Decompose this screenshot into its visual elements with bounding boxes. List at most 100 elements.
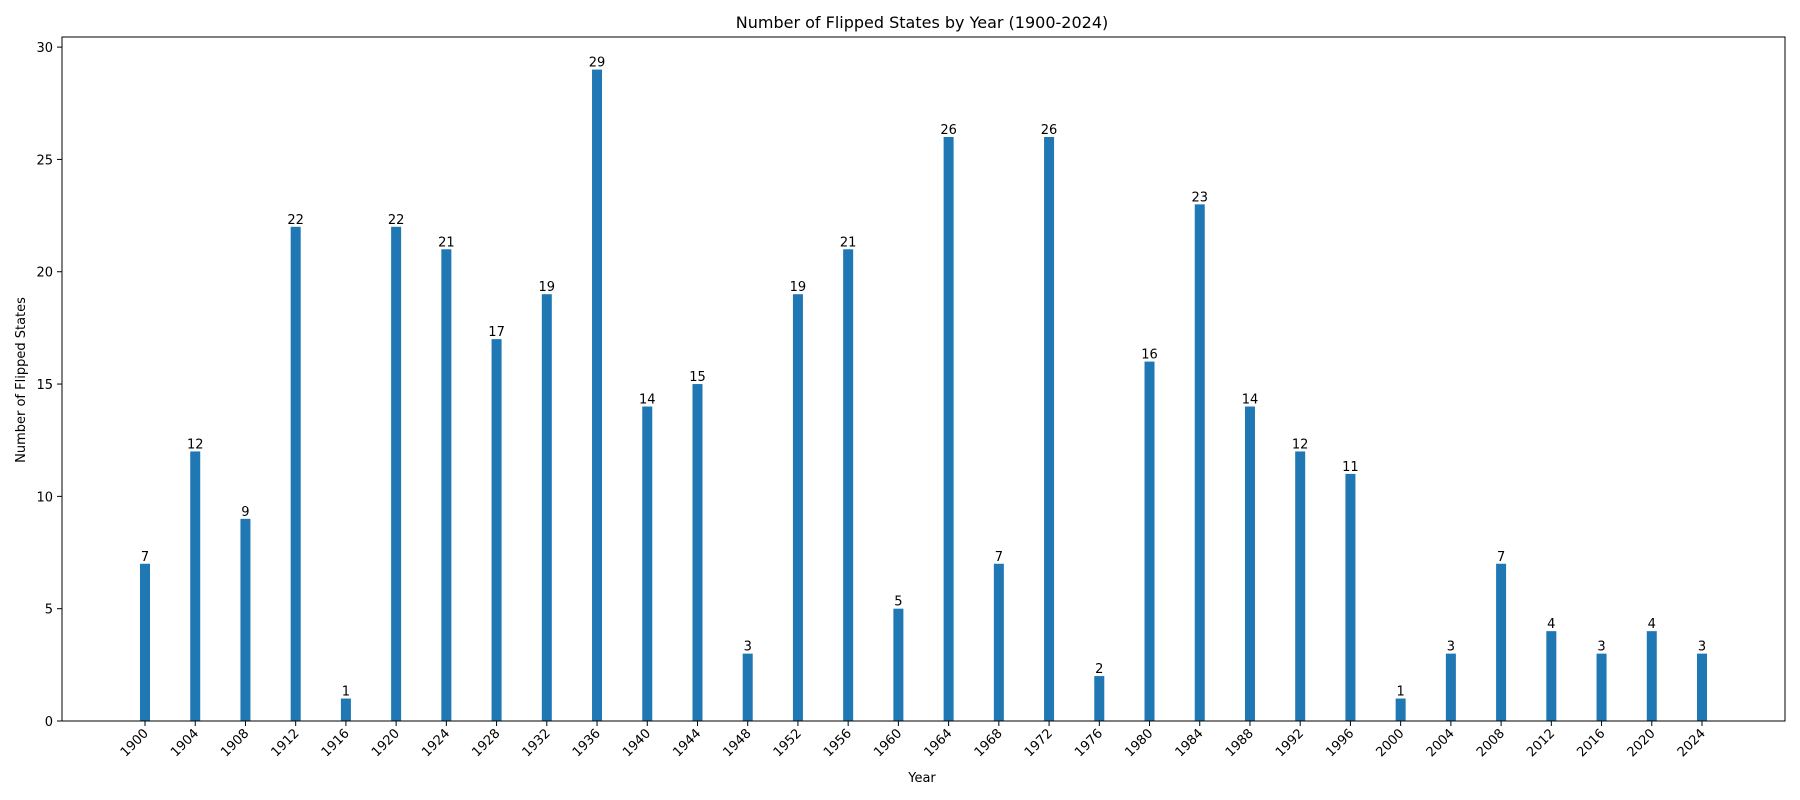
bar: [1496, 563, 1507, 721]
bar: [1345, 473, 1356, 721]
data-labels: 7129221222117192914153192152672621623141…: [141, 56, 1706, 700]
bar: [1395, 698, 1406, 721]
bar: [1445, 653, 1456, 721]
y-tick-label: 0: [45, 715, 53, 730]
bar-value-label: 11: [1342, 460, 1359, 475]
bar: [1646, 631, 1657, 721]
x-tick-label: 1920: [369, 726, 403, 760]
x-tick-label: 1940: [620, 726, 654, 760]
bar: [592, 69, 603, 722]
bar-value-label: 19: [539, 280, 556, 295]
bar-value-label: 14: [1242, 393, 1259, 408]
x-tick-label: 1988: [1223, 726, 1257, 760]
x-tick-label: 2020: [1625, 726, 1659, 760]
bar-value-label: 3: [1447, 640, 1455, 655]
bar: [893, 608, 904, 721]
bar-value-label: 7: [1497, 550, 1505, 565]
bar: [993, 563, 1004, 721]
x-tick-label: 1996: [1323, 726, 1357, 760]
x-axis-title: Year: [907, 771, 936, 786]
bar-value-label: 26: [940, 123, 957, 138]
x-tick-label: 1984: [1173, 726, 1207, 760]
x-tick-label: 1916: [319, 726, 353, 760]
bar: [491, 339, 502, 721]
bar-value-label: 22: [388, 213, 405, 228]
x-tick-label: 1928: [469, 726, 503, 760]
y-tick-label: 20: [36, 266, 53, 281]
chart-title: Number of Flipped States by Year (1900-2…: [736, 13, 1109, 32]
bar: [943, 136, 954, 722]
bar-value-label: 2: [1095, 662, 1103, 677]
x-tick-label: 2000: [1373, 726, 1407, 760]
bar-value-label: 22: [287, 213, 304, 228]
bar-value-label: 12: [1292, 437, 1309, 452]
x-tick-label: 1972: [1022, 726, 1056, 760]
bar: [441, 249, 452, 721]
x-axis: 1900 1904 1908 1912 1916 1920 1924 1928 1932 1936…: [118, 721, 1709, 760]
bar-value-label: 4: [1648, 617, 1656, 632]
bar-value-label: 23: [1191, 190, 1208, 205]
bar: [1697, 653, 1707, 721]
y-tick-label: 15: [36, 378, 53, 393]
x-tick-label: 1976: [1072, 726, 1106, 760]
bar: [742, 653, 753, 721]
x-tick-label: 1948: [721, 726, 755, 760]
bar-value-label: 3: [744, 640, 752, 655]
bar-value-label: 21: [438, 235, 455, 250]
bar-value-label: 14: [639, 393, 656, 408]
bar: [140, 563, 150, 721]
x-tick-label: 1936: [570, 726, 604, 760]
bar: [1044, 136, 1055, 722]
y-tick-label: 25: [36, 153, 53, 168]
bar: [1144, 361, 1155, 721]
bar: [843, 249, 854, 721]
bar: [391, 226, 402, 721]
x-tick-label: 1944: [670, 726, 704, 760]
x-tick-label: 2024: [1675, 726, 1709, 760]
y-axis-title: Number of Flipped States: [14, 297, 29, 463]
bar-value-label: 16: [1141, 348, 1158, 363]
x-tick-label: 1924: [419, 726, 453, 760]
bar: [541, 294, 552, 721]
bar-value-label: 1: [342, 685, 350, 700]
x-tick-label: 2004: [1424, 726, 1458, 760]
bar: [692, 384, 703, 721]
bar-value-label: 3: [1698, 640, 1706, 655]
bar: [290, 226, 301, 721]
bar-value-label: 5: [894, 595, 902, 610]
bar-value-label: 7: [141, 550, 149, 565]
x-tick-label: 1956: [821, 726, 855, 760]
bar: [642, 406, 653, 721]
x-tick-label: 1900: [118, 726, 152, 760]
bar-value-label: 7: [995, 550, 1003, 565]
bar-value-label: 12: [187, 437, 204, 452]
bar: [340, 698, 351, 721]
x-tick-label: 2012: [1524, 726, 1558, 760]
x-tick-label: 1968: [972, 726, 1006, 760]
bar-series: [140, 69, 1707, 722]
bar: [792, 294, 803, 721]
bar-value-label: 4: [1547, 617, 1555, 632]
bar-value-label: 29: [589, 56, 606, 71]
x-tick-label: 1952: [771, 726, 805, 760]
bar: [1596, 653, 1607, 721]
plot-frame: [61, 36, 1786, 722]
bar: [1295, 451, 1306, 721]
x-tick-label: 1908: [218, 726, 252, 760]
bar-value-label: 1: [1397, 685, 1405, 700]
bar: [1094, 676, 1105, 721]
bar-value-label: 3: [1597, 640, 1605, 655]
x-tick-label: 1980: [1122, 726, 1156, 760]
bar: [1194, 204, 1205, 722]
bar: [1546, 631, 1557, 721]
x-tick-label: 2008: [1474, 726, 1508, 760]
bar: [240, 518, 251, 721]
bar-value-label: 15: [689, 370, 706, 385]
x-tick-label: 1904: [168, 726, 202, 760]
bar-value-label: 9: [241, 505, 249, 520]
bar-value-label: 19: [790, 280, 807, 295]
bar-value-label: 17: [488, 325, 505, 340]
bar: [1244, 406, 1255, 721]
